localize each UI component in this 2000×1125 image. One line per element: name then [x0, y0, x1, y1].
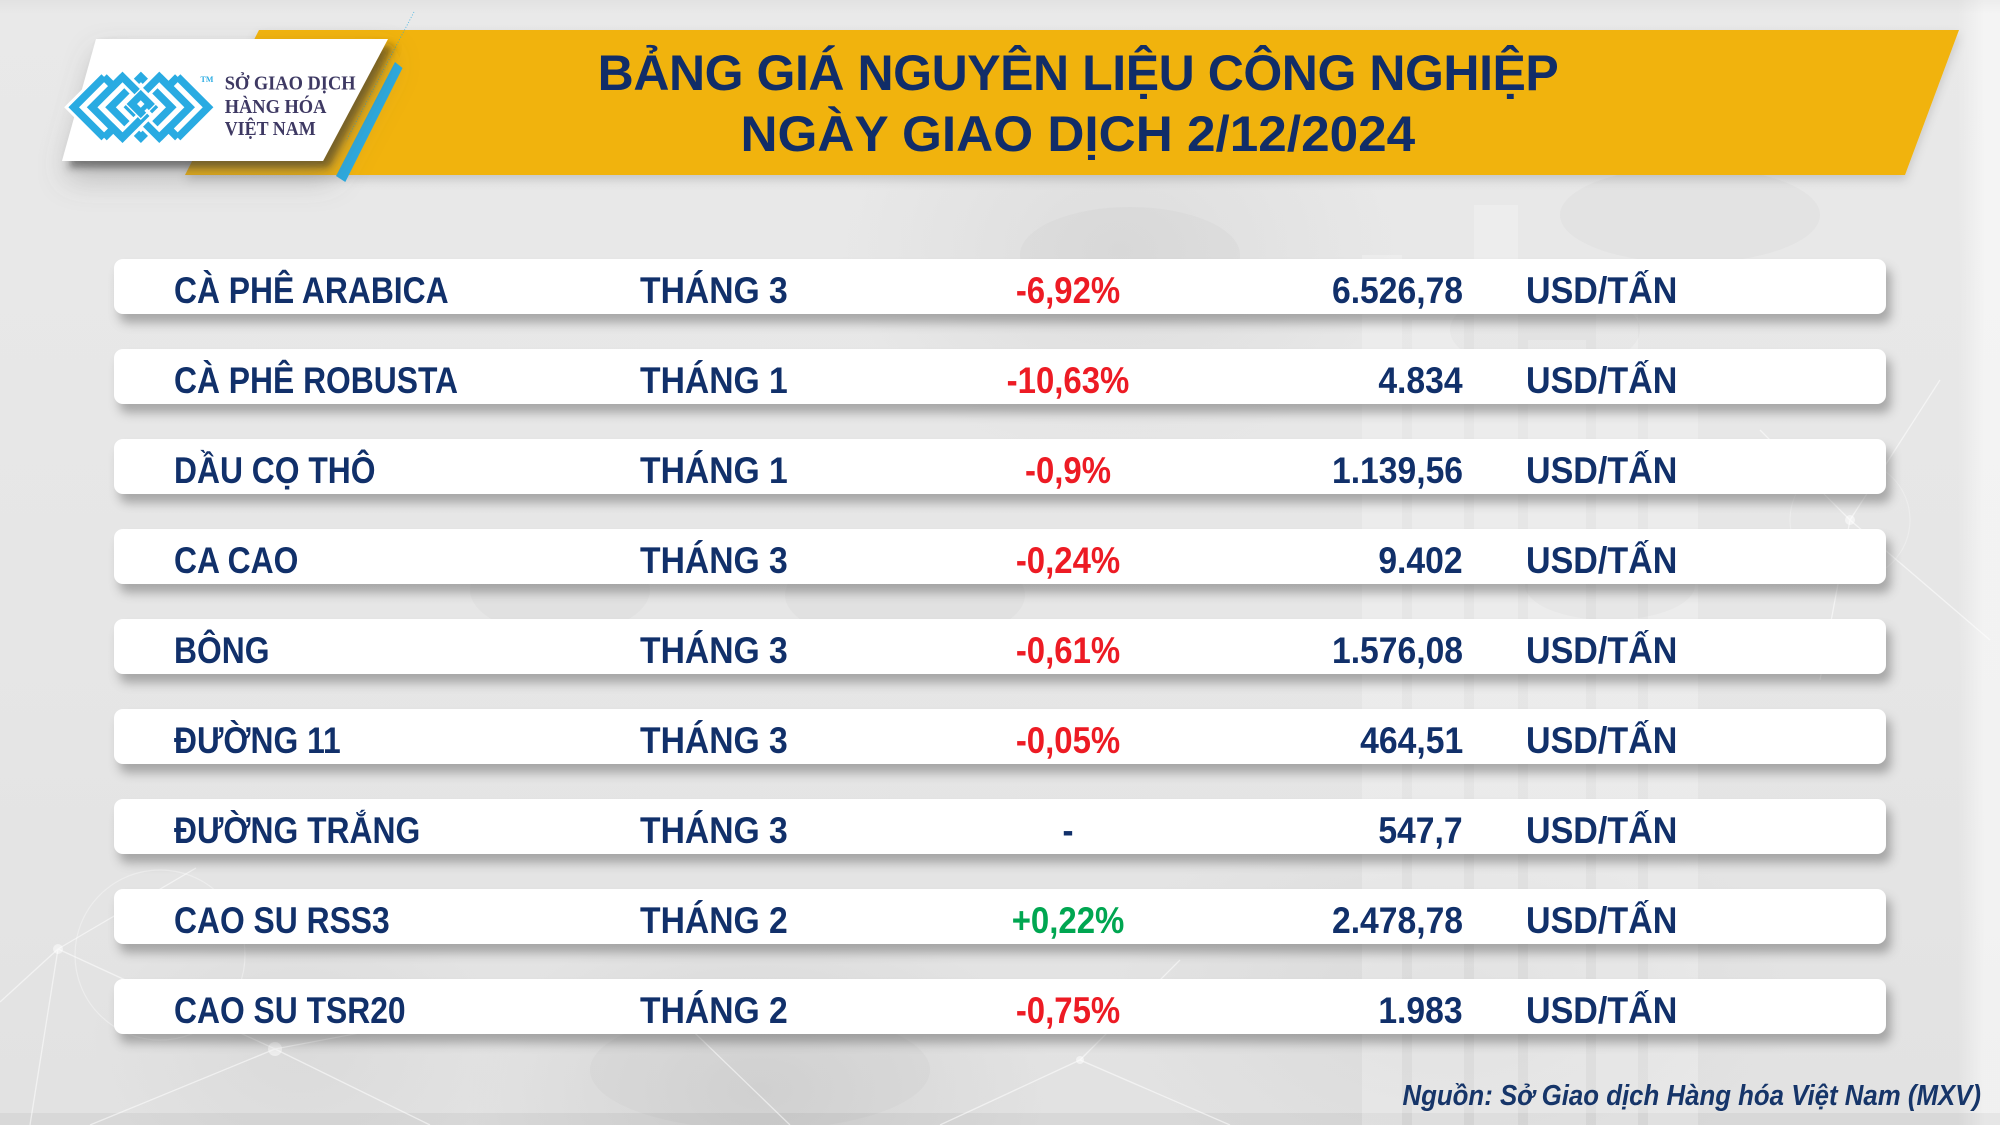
- svg-text:HÀNG HÓA: HÀNG HÓA: [225, 95, 327, 118]
- svg-text:TM: TM: [201, 75, 214, 84]
- svg-text:VIỆT NAM: VIỆT NAM: [225, 117, 316, 140]
- svg-text:SỞ GIAO DỊCH: SỞ GIAO DỊCH: [225, 72, 356, 95]
